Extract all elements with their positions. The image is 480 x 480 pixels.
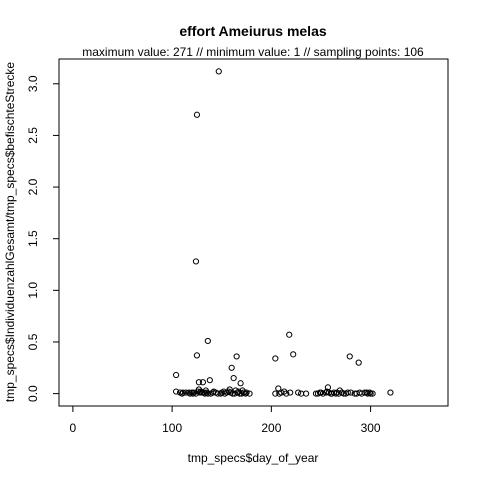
- data-point: [290, 351, 297, 358]
- data-point: [233, 353, 240, 360]
- y-tick-label: 2.5: [26, 127, 40, 144]
- data-point: [335, 390, 342, 397]
- data-point: [172, 388, 180, 395]
- plot-frame: [58, 58, 449, 407]
- x-tick-label: 300: [361, 421, 381, 435]
- data-point: [199, 379, 206, 386]
- data-point: [276, 390, 283, 397]
- data-point: [355, 359, 362, 366]
- data-point: [242, 390, 249, 397]
- data-point: [283, 390, 290, 397]
- data-point: [314, 390, 322, 397]
- y-tick-label: 1.0: [26, 282, 40, 299]
- data-point: [215, 68, 222, 75]
- x-tick-label: 200: [261, 421, 281, 435]
- data-point: [246, 390, 253, 397]
- data-point: [218, 389, 225, 396]
- data-point: [272, 355, 279, 362]
- data-point: [387, 389, 394, 396]
- data-point: [272, 390, 279, 397]
- y-tick-label: 3.0: [26, 75, 40, 92]
- data-point: [206, 377, 213, 384]
- data-point: [230, 375, 237, 382]
- data-point: [302, 390, 310, 397]
- data-point: [363, 389, 370, 396]
- y-axis-label: tmp_specs$IndividuenzahlGesamt/tmp_specs…: [3, 62, 17, 403]
- data-point: [295, 389, 302, 396]
- data-point: [217, 390, 224, 397]
- x-tick-label: 100: [162, 421, 182, 435]
- data-point: [204, 337, 211, 345]
- data-point: [193, 352, 201, 359]
- data-point: [346, 353, 353, 360]
- data-point: [237, 380, 244, 387]
- data-point: [332, 390, 339, 397]
- x-axis: 0 100 200 300: [70, 405, 381, 435]
- data-point: [228, 364, 235, 371]
- data-points: [172, 68, 394, 397]
- data-point: [356, 389, 363, 396]
- data-point: [353, 390, 360, 397]
- y-tick-label: 2.0: [26, 178, 40, 195]
- data-point: [221, 390, 228, 397]
- x-tick-label: 0: [70, 421, 77, 435]
- data-point: [193, 111, 201, 118]
- data-point: [192, 390, 200, 397]
- data-point: [195, 379, 203, 386]
- y-tick-label: 0.0: [26, 385, 40, 402]
- x-axis-label: tmp_specs$day_of_year: [188, 451, 319, 465]
- data-point: [366, 389, 373, 396]
- data-point: [179, 389, 187, 396]
- data-point: [203, 389, 210, 396]
- data-point: [172, 371, 180, 379]
- data-point: [367, 390, 374, 397]
- chart-title: effort Ameiurus melas: [179, 23, 327, 39]
- data-point: [200, 389, 207, 396]
- data-point: [182, 389, 190, 396]
- data-point: [347, 389, 354, 396]
- data-point: [189, 390, 197, 397]
- y-tick-label: 1.5: [26, 230, 40, 247]
- data-point: [287, 389, 294, 396]
- data-point: [186, 390, 194, 397]
- data-point: [214, 390, 221, 397]
- data-point: [238, 390, 245, 397]
- chart-subtitle: maximum value: 271 // minimum value: 1 /…: [82, 45, 424, 59]
- data-point: [298, 390, 305, 397]
- y-axis: 0.0 0.5 1.0 1.5 2.0 2.5 3.0: [26, 75, 60, 402]
- data-point: [369, 390, 376, 397]
- y-tick-label: 0.5: [26, 333, 40, 350]
- data-point: [192, 258, 200, 265]
- data-point: [229, 390, 236, 397]
- data-point: [286, 331, 293, 338]
- data-point: [178, 390, 186, 397]
- data-point: [317, 389, 325, 396]
